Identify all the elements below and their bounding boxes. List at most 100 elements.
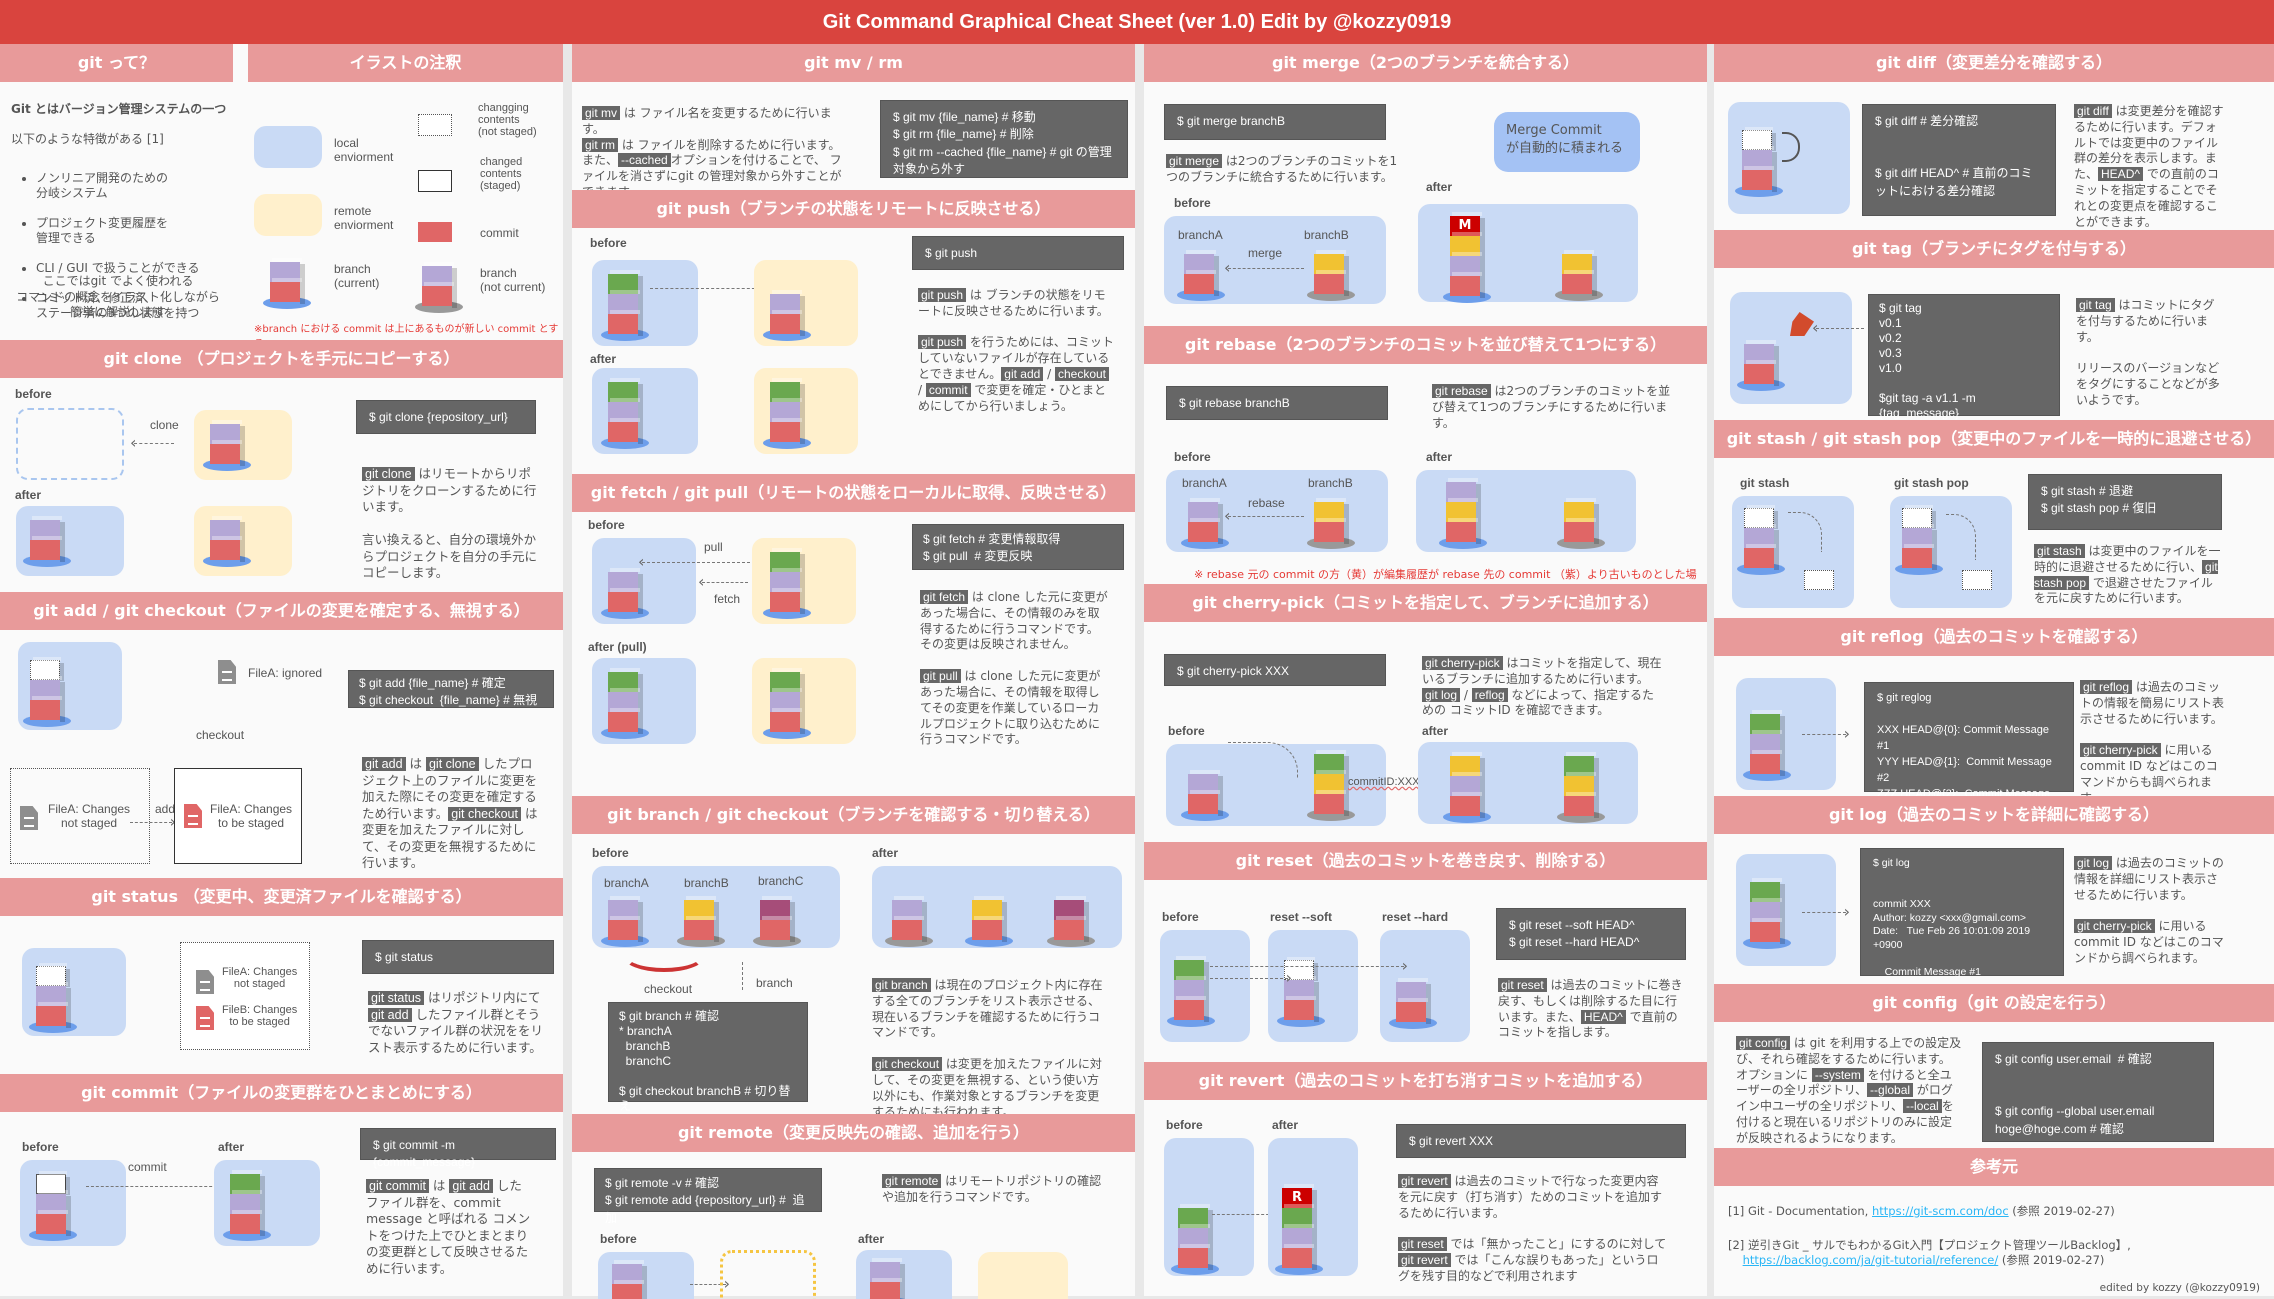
stash-label: git stash bbox=[1740, 476, 1790, 490]
add-arrow bbox=[130, 812, 176, 831]
description: git stash は変更中のファイルを一時的に退避させるために行い、 git s… bbox=[2034, 544, 2224, 607]
description: git cherry-pick はコミットを指定して、現在いるブランチに追加する… bbox=[1422, 656, 1662, 719]
keyword: git log bbox=[1422, 687, 1461, 702]
description: git status はリポジトリ内にて git add したファイル群とそうでな… bbox=[368, 990, 548, 1056]
section-git-merge: git merge（2つのブランチを統合する） $ git merge bran… bbox=[1144, 44, 1707, 314]
before-label: before bbox=[592, 846, 629, 860]
command-box: $ git rebase branchB bbox=[1166, 386, 1388, 420]
before-label: before bbox=[1174, 196, 1211, 210]
legend-remote-label: remote enviorment bbox=[334, 204, 394, 232]
desc-text: リリースのバージョンなどをタグにすることなどが多いようです。 bbox=[2076, 361, 2220, 407]
section-git-fetch-pull: git fetch / git pull（リモートの状態をローカルに取得、反映さ… bbox=[572, 474, 1135, 794]
keyword: git cherry-pick bbox=[1422, 656, 1503, 670]
description: git fetch は clone した元に変更があった場合に、その情報のみを取… bbox=[920, 590, 1110, 748]
legend-commit-icon bbox=[418, 222, 452, 242]
command-box: $ git commit -m {commit_message} bbox=[360, 1128, 556, 1169]
after-label: after bbox=[858, 1232, 885, 1246]
section-header: git add / git checkout（ファイルの変更を確定する、無視する… bbox=[0, 592, 563, 630]
branch-stack bbox=[1735, 127, 1783, 197]
feature-item: プロジェクト変更履歴を 管理できる bbox=[36, 216, 228, 246]
revert-arrow bbox=[1212, 1204, 1278, 1223]
file-icon-staged bbox=[184, 804, 202, 828]
keyword: HEAD^ bbox=[1580, 1009, 1626, 1024]
desc-text: は ファイルを削除するために行います。また、 bbox=[582, 137, 841, 168]
feature-list: ノンリニア開発のための 分岐システム プロジェクト変更履歴を 管理できる CLI… bbox=[18, 156, 228, 336]
desc-text: は2つのブランチのコミットを1つのブランチに統合するために行います。 bbox=[1166, 154, 1398, 184]
edited-by: edited by kozzy (@kozzy0919) bbox=[2099, 1282, 2260, 1294]
section-header: git revert（過去のコミットを打ち消すコミットを追加する） bbox=[1144, 1062, 1707, 1100]
after-label: after (pull) bbox=[588, 640, 647, 654]
push-arrow bbox=[650, 278, 764, 297]
reset-soft-label: reset --soft bbox=[1270, 910, 1333, 924]
reference-text: (参照 2019-02-27) bbox=[1998, 1253, 2105, 1268]
section-header: 参考元 bbox=[1714, 1148, 2274, 1186]
description: git revert は過去のコミットで行なった変更内容を元に戻す（打ち消す）た… bbox=[1398, 1174, 1668, 1285]
section-what-is-git: git って？ Git とはバージョン管理システムの一つ 以下のような特徴がある… bbox=[0, 44, 233, 344]
desc-text: を付けると現在いるリポジトリのみに設定が反映されるようになります。 bbox=[1736, 1099, 1954, 1145]
fetch-label: fetch bbox=[714, 592, 741, 606]
section-git-revert: git revert（過去のコミットを打ち消すコミットを追加する） before… bbox=[1144, 1062, 1707, 1296]
legend-branch-not-current-label: branch (not current) bbox=[480, 266, 546, 294]
branch-stack bbox=[601, 668, 649, 739]
command-box: $ git revert XXX bbox=[1396, 1124, 1686, 1158]
keyword: commit bbox=[925, 382, 971, 397]
after-label: after bbox=[872, 846, 899, 860]
desc-text: は bbox=[405, 756, 426, 771]
keyword: --local bbox=[1903, 1099, 1942, 1114]
reference-link-2[interactable]: https://backlog.com/ja/git-tutorial/refe… bbox=[1742, 1253, 1999, 1268]
section-git-diff: git diff（変更差分を確認する） $ git diff # 差分確認 $ … bbox=[1714, 44, 2274, 230]
fetch-arrow bbox=[698, 572, 748, 591]
checkout-label: checkout bbox=[196, 728, 245, 742]
description: git remote はリモートリポジトリの確認や追加を行うコマンドです。 bbox=[882, 1174, 1112, 1206]
section-git-add: git add / git checkout（ファイルの変更を確定する、無視する… bbox=[0, 592, 563, 872]
keyword: git branch bbox=[872, 978, 931, 992]
keyword: git cherry-pick bbox=[2080, 743, 2161, 758]
command-box: $ git reglog XXX HEAD@{0}: Commit Messag… bbox=[1864, 682, 2074, 816]
command-box: $ git branch # 確認 * branchA branchB bran… bbox=[608, 1002, 808, 1113]
keyword: git push bbox=[918, 288, 967, 302]
branch-stack bbox=[601, 378, 649, 449]
legend-branch-current-label: branch (current) bbox=[334, 262, 380, 290]
section-git-config: git config（git の設定を行う） git config は git … bbox=[1714, 984, 2274, 1147]
desc-text: 言い換えると、自分の環境外からプロジェクトを自分の手元にコピーします。 bbox=[362, 532, 538, 580]
desc-text: での直前のコミットを指定することでそれとの変更点を確認することができます。 bbox=[2074, 167, 2219, 229]
section-git-stash: git stash / git stash pop（変更中のファイルを一時的に退… bbox=[1714, 420, 2274, 616]
pull-label: pull bbox=[704, 540, 723, 554]
section-header: git log（過去のコミットを詳細に確認する） bbox=[1714, 796, 2274, 834]
description: git config は git を利用する上での設定及び、それら確認をするため… bbox=[1736, 1036, 1962, 1147]
command-box: $ git fetch # 変更情報取得 $ git pull # 変更反映 bbox=[912, 524, 1124, 570]
feature-item: コミット済、修正済、 ステージ済の3つの状態を持つ bbox=[36, 291, 228, 321]
section-header: git って？ bbox=[0, 44, 233, 82]
branch-stack: R bbox=[1275, 1184, 1323, 1275]
branch-arrow bbox=[742, 962, 743, 990]
branch-stack bbox=[29, 963, 77, 1033]
command-box: $ git tag v0.1 v0.2 v0.3 v1.0 $git tag -… bbox=[1868, 294, 2060, 420]
column-3: git merge（2つのブランチを統合する） $ git merge bran… bbox=[1144, 44, 1707, 1296]
before-label: before bbox=[1162, 910, 1199, 924]
description: git commit は git add したファイル群を、commit mes… bbox=[366, 1178, 532, 1277]
branch-stack bbox=[1177, 250, 1225, 301]
description: git add は git clone したプロジェクト上のファイルに変更を加え… bbox=[362, 756, 542, 872]
branch-label: branch bbox=[756, 976, 793, 990]
branchC-label: branchC bbox=[758, 874, 804, 888]
keyword: git add bbox=[368, 1007, 412, 1022]
keyword: git rm bbox=[582, 137, 618, 152]
section-header: git reset（過去のコミットを巻き戻す、削除する） bbox=[1144, 842, 1707, 880]
command-box: $ git stash # 退避 $ git stash pop # 復旧 bbox=[2028, 474, 2222, 530]
reference-text: (参照 2019-02-27) bbox=[2008, 1204, 2115, 1218]
local-env-empty bbox=[16, 408, 124, 480]
branch-stack bbox=[29, 1171, 77, 1241]
description: git mv は ファイル名を変更するために行います。 git rm は ファイル… bbox=[582, 106, 844, 201]
legend-changing-label: changging contents (not staged) bbox=[478, 102, 537, 138]
clone-arrow-label: clone bbox=[150, 418, 179, 432]
keyword: git log bbox=[2074, 856, 2113, 870]
branch-stack bbox=[1171, 1204, 1219, 1275]
before-label: before bbox=[1166, 1118, 1203, 1132]
merge-arrow bbox=[1224, 258, 1304, 277]
desc-text: は clone した元に変更があった場合に、その情報のみを取得するために行うコマ… bbox=[920, 590, 1108, 652]
section-git-reflog: git reflog（過去のコミットを確認する） $ git reglog XX… bbox=[1714, 618, 2274, 816]
command-box: $ git diff # 差分確認 $ git diff HEAD^ # 直前の… bbox=[1862, 104, 2056, 216]
reference-link-1[interactable]: https://git-scm.com/doc bbox=[1872, 1204, 2009, 1218]
before-label: before bbox=[600, 1232, 637, 1246]
not-staged-label: FileA: Changes not staged bbox=[48, 802, 131, 830]
